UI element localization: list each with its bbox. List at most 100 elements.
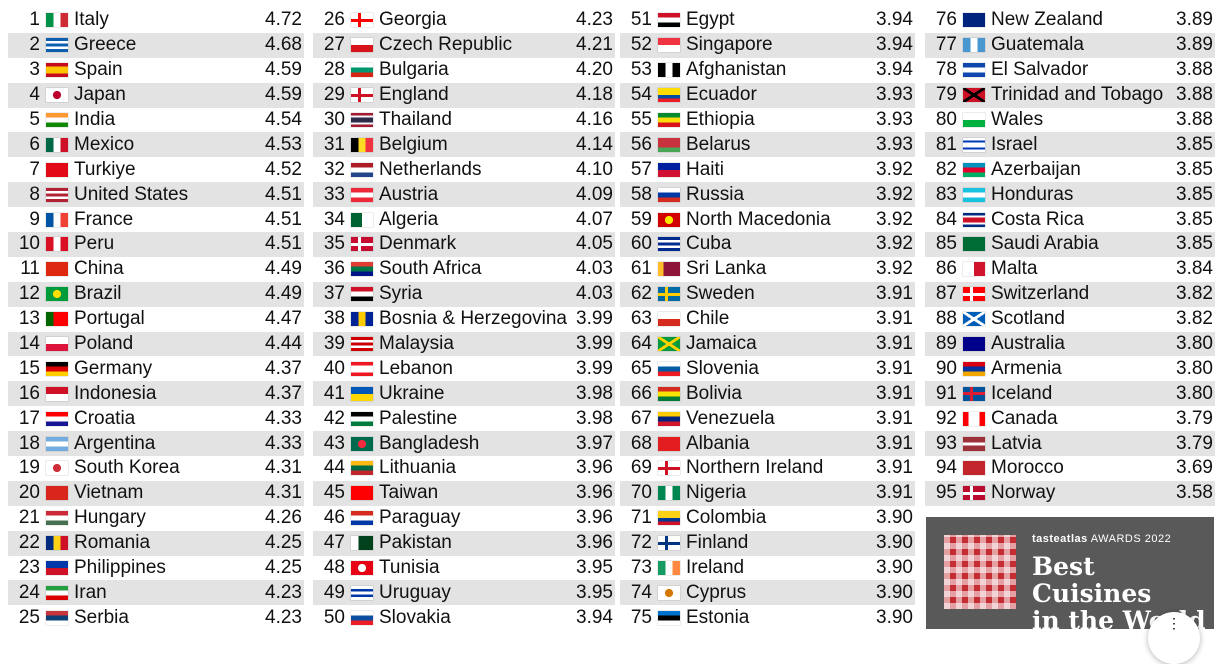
rank-number: 13 [18,308,40,330]
cuisine-score: 3.91 [876,407,913,429]
country-name: Spain [74,59,123,81]
cuisine-score: 3.91 [876,333,913,355]
ranking-row: 91 Iceland 3.80 [925,381,1215,407]
ranking-row: 70 Nigeria 3.91 [620,480,915,506]
country-name: Croatia [74,407,136,429]
country-flag-icon [46,561,68,576]
rank-number: 82 [935,158,957,180]
country-flag-icon [658,561,680,576]
country-name: Wales [991,109,1044,130]
country-flag-icon [351,486,373,501]
country-flag-icon [46,262,68,277]
ranking-row: 83 Honduras 3.85 [925,182,1215,208]
ranking-row: 19 South Korea 4.31 [8,456,304,481]
country-name: Paraguay [379,507,461,529]
rank-number: 20 [18,482,40,504]
country-name: Afghanistan [686,59,787,81]
rank-number: 69 [630,457,652,479]
rank-number: 12 [18,283,40,305]
rank-number: 83 [935,183,957,205]
ranking-row: 40 Lebanon 3.99 [313,356,615,381]
country-name: Canada [991,407,1058,429]
cuisine-score: 4.53 [265,133,302,155]
country-name: Serbia [74,606,129,628]
country-flag-icon [351,561,373,576]
country-flag-icon [963,187,985,202]
rank-number: 23 [18,557,40,579]
cuisine-score: 3.90 [876,507,913,529]
rank-number: 58 [630,183,652,205]
ranking-row: 11 China 4.49 [8,257,304,282]
country-flag-icon [963,237,985,252]
country-flag-icon [963,411,985,426]
cuisine-score: 3.80 [1176,357,1213,379]
cuisine-score: 3.93 [876,84,913,106]
cuisine-score: 4.52 [265,158,302,180]
country-name: Poland [74,333,134,355]
rank-number: 33 [323,183,345,205]
country-flag-icon [963,13,985,28]
ranking-row: 13 Portugal 4.47 [8,307,304,332]
ranking-row: 87 Switzerland 3.82 [925,281,1215,307]
ranking-row: 92 Canada 3.79 [925,406,1215,431]
country-flag-icon [351,63,373,78]
cuisine-score: 3.90 [876,557,913,579]
rank-number: 54 [630,84,652,106]
rank-number: 52 [630,34,652,56]
rank-number: 9 [29,208,40,230]
country-flag-icon [351,162,373,177]
cuisine-score: 4.37 [265,357,302,379]
cuisine-score: 3.94 [876,9,913,31]
more-options-button[interactable]: ⋮ [1148,612,1200,664]
country-name: Japan [74,84,126,106]
cuisine-score: 3.58 [1176,482,1213,504]
rank-number: 17 [18,407,40,429]
country-flag-icon [658,88,680,103]
country-flag-icon [46,436,68,451]
cuisine-score: 3.96 [576,532,613,554]
ranking-row: 15 Germany 4.37 [8,356,304,381]
ranking-row: 29 England 4.18 [313,82,615,108]
ranking-row: 64 Jamaica 3.91 [620,331,915,357]
country-flag-icon [658,13,680,28]
country-flag-icon [658,237,680,252]
ranking-row: 36 South Africa 4.03 [313,257,615,282]
country-flag-icon [963,312,985,327]
country-name: Northern Ireland [686,457,824,479]
rank-number: 28 [323,59,345,81]
country-flag-icon [658,585,680,600]
cuisine-score: 4.23 [265,581,302,603]
cuisine-score: 3.88 [1176,84,1213,106]
rank-number: 15 [18,357,40,379]
country-flag-icon [351,361,373,376]
ranking-row: 9 France 4.51 [8,207,304,232]
ranking-row: 38 Bosnia & Herzegovina 3.99 [313,307,615,332]
rank-number: 84 [935,208,957,230]
country-name: Bulgaria [379,59,449,81]
country-flag-icon [351,386,373,401]
cuisine-score: 3.91 [876,283,913,305]
country-name: Malta [991,258,1038,280]
country-name: Israel [991,133,1038,155]
rank-number: 39 [323,333,345,355]
country-name: Iran [74,581,107,603]
country-flag-icon [351,137,373,152]
ranking-row: 71 Colombia 3.90 [620,506,915,531]
country-name: Georgia [379,9,447,31]
country-flag-icon [351,337,373,352]
country-name: Romania [74,532,151,554]
ranking-row: 48 Tunisia 3.95 [313,556,615,581]
ranking-row: 27 Czech Republic 4.21 [313,32,615,58]
cuisine-score: 4.09 [576,183,613,205]
country-flag-icon [658,262,680,277]
country-name: Finland [686,532,749,554]
country-name: Morocco [991,457,1064,479]
cuisine-score: 3.90 [876,581,913,603]
cuisine-score: 3.96 [576,482,613,504]
ranking-row: 50 Slovakia 3.94 [313,605,615,630]
cuisine-score: 4.10 [576,158,613,180]
ranking-row: 5 India 4.54 [8,108,304,133]
ranking-row: 76 New Zealand 3.89 [925,8,1215,33]
rank-number: 64 [630,333,652,355]
country-name: Uruguay [379,581,451,603]
